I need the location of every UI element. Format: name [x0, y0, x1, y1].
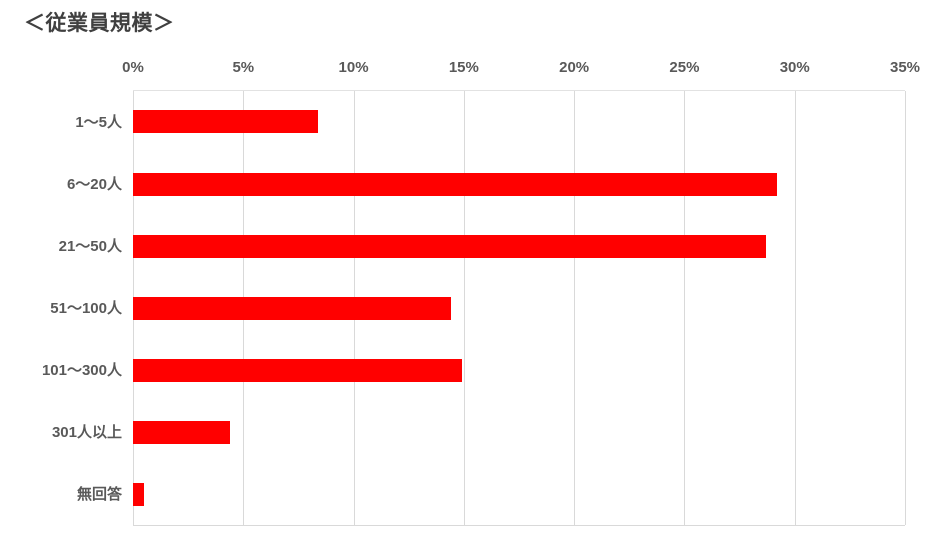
plot-area: [133, 90, 906, 526]
category-label: 101～300人: [41, 361, 122, 379]
gridline: [574, 91, 576, 525]
category-label: 1～5人: [75, 113, 122, 131]
x-tick-label: 15%: [448, 59, 479, 76]
x-tick-label: 20%: [559, 59, 590, 76]
bar: [133, 172, 778, 196]
category-label: 301人以上: [51, 423, 122, 441]
x-tick-label: 5%: [232, 59, 255, 76]
gridline: [794, 91, 796, 525]
bar: [133, 358, 462, 382]
chart-title: ＜従業員規模＞: [24, 12, 175, 35]
bar: [133, 110, 319, 134]
bar: [133, 482, 145, 506]
x-tick-label: 25%: [669, 59, 700, 76]
gridline: [905, 91, 906, 525]
category-label: 21～50人: [58, 237, 122, 255]
category-label: 6～20人: [66, 175, 122, 193]
bar: [133, 296, 451, 320]
x-tick-label: 0%: [122, 59, 144, 76]
x-tick-label: 35%: [889, 59, 921, 76]
gridline: [463, 91, 465, 525]
category-axis: 1～5人 6～20人 21～50人 51～100人 101～300人 301人以上無回答: [0, 90, 122, 524]
x-tick-label: 30%: [779, 59, 810, 76]
gridline: [684, 91, 686, 525]
x-tick-label: 10%: [338, 59, 369, 76]
x-axis: 0% 5% 10% 15% 20% 25% 30% 35%: [122, 57, 920, 79]
category-label: 51～100人: [50, 299, 122, 317]
bar: [133, 234, 767, 258]
category-label: 無回答: [76, 485, 122, 503]
bar: [133, 420, 231, 444]
